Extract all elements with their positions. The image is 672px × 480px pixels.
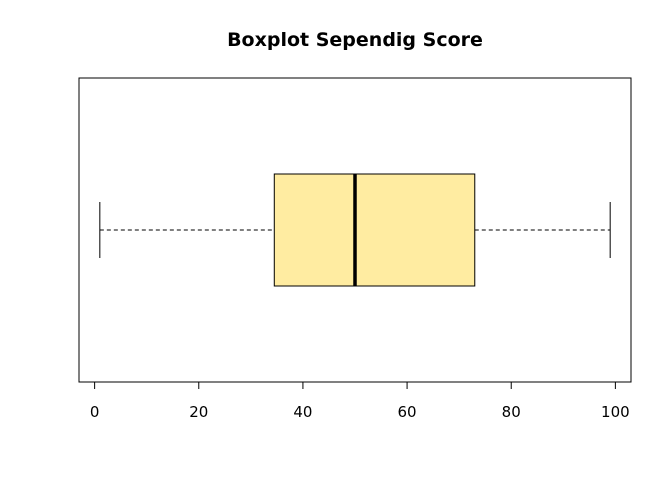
x-tick-label: 100 (601, 403, 630, 421)
x-tick-label: 0 (90, 403, 100, 421)
chart-title: Boxplot Sependig Score (227, 29, 483, 51)
x-tick-label: 20 (189, 403, 208, 421)
x-tick-label: 80 (502, 403, 521, 421)
chart-marks (99, 173, 611, 287)
x-tick-label: 40 (293, 403, 312, 421)
x-tick-label: 60 (398, 403, 417, 421)
x-axis: 0 20 40 60 80 100 (90, 381, 630, 421)
interquartile-box (273, 173, 476, 287)
